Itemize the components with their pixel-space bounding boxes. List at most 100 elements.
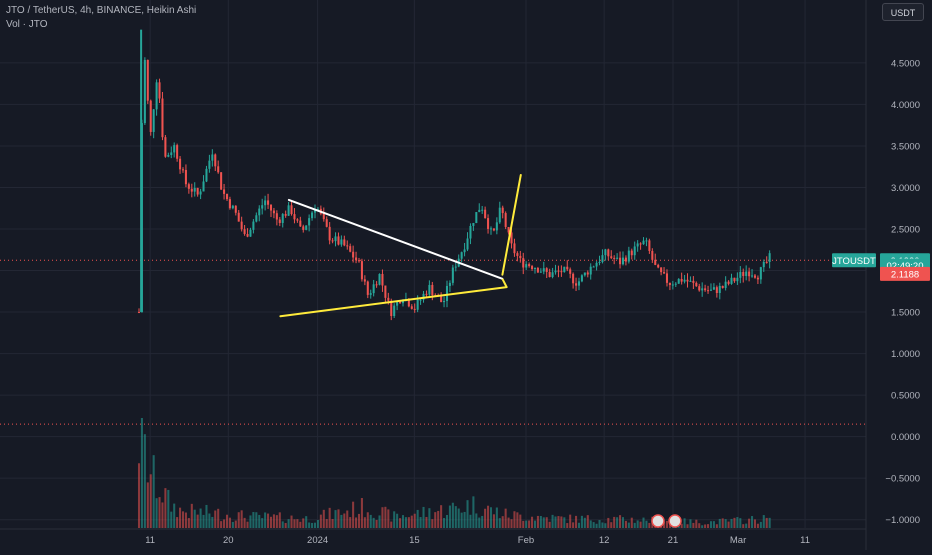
candle-body [657,264,660,268]
volume-bar [240,510,243,528]
candle-body [648,240,651,251]
volume-bar [179,507,182,528]
candle-body [410,306,413,309]
volume-bar [305,516,308,528]
volume-bar [413,513,416,528]
candle-body [492,228,495,231]
candle-body [572,273,575,284]
volume-bar [583,517,586,528]
volume-bar [742,524,745,528]
candle-body [293,214,296,220]
candle-body [357,260,361,262]
volume-bar [296,519,299,528]
volume-bar [460,512,463,528]
volume-bar [401,515,405,528]
volume-bar [140,418,143,528]
volume-bar [381,507,384,528]
symbol-line[interactable]: JTO / TetherUS, 4h, BINANCE, Heikin Ashi [6,5,197,16]
countdown-badge: 02:49:20 [887,261,924,272]
volume-bar [225,514,229,528]
candle-body [516,253,519,256]
volume-bar [352,501,355,528]
volume-bar [648,522,651,528]
drawing-layer[interactable] [279,174,522,318]
volume-bar [607,517,610,528]
volume-bar [234,520,237,528]
volume-bar [349,517,352,528]
candle-body [443,301,446,303]
candle-body [663,272,666,274]
currency-button[interactable]: USDT [882,3,924,21]
candle-body [528,264,531,267]
volume-bar [281,521,284,528]
volume-bar [730,518,733,528]
volume-bar [481,515,484,528]
volume-bar [595,523,598,528]
event-flag-icon [668,514,682,528]
candle-body [269,204,273,211]
volume-bar [334,510,337,528]
volume-bar [170,511,173,528]
volume-line[interactable]: Vol · JTO [6,19,48,30]
candle-body [220,172,223,190]
candle-body [762,261,765,268]
candle-body [475,212,478,224]
candle-body [484,209,487,219]
candle-body [478,209,481,213]
volume-bar [542,517,545,528]
volume-bar [419,517,422,528]
candle-body [513,243,516,254]
x-tick-label: 12 [599,535,610,546]
candle-body [278,219,281,223]
candle-body [709,289,713,291]
volume-bar [613,516,616,528]
candle-body [671,284,674,286]
volume-bar [589,520,592,528]
candle-body [525,264,528,268]
volume-bar [551,514,554,528]
volume-bar [572,522,575,528]
volume-bar [701,525,704,528]
candle-body [630,250,633,256]
candle-body [440,295,443,303]
volume-bar [269,516,273,528]
y-tick-label: 0.0000 [891,432,920,443]
candle-body [531,266,534,270]
candle-body [651,250,654,260]
candle-body [481,209,484,211]
volume-bar [566,523,569,528]
candle-body [589,266,592,275]
price-badge-red-bg [880,266,930,281]
volume-bar [202,514,205,528]
candle-body [654,259,657,265]
candle-body [533,268,537,270]
volume-bar [378,515,381,528]
volume-bar [387,509,390,528]
candle-body [158,82,161,99]
volume-bar [275,515,278,528]
candle-body [223,189,226,194]
volume-bar [393,511,396,528]
volume-bar [355,517,358,528]
candle-body [592,266,595,268]
volume-bar [375,520,378,528]
candle-body [692,280,695,283]
candle-body [668,282,671,285]
volume-bar [577,522,581,528]
candle-body [536,268,539,273]
candle-body [205,168,208,182]
volume-bar [457,508,460,528]
candle-body [563,266,566,273]
candle-body [167,154,170,157]
volume-bar [680,523,683,528]
volume-bar [448,505,451,528]
candle-body [425,293,428,295]
volume-bar [733,517,736,528]
candle-body [569,269,572,274]
volume-bar [155,498,158,528]
volume-bar [768,517,771,528]
candle-body [346,245,349,247]
candle-body [604,249,607,256]
